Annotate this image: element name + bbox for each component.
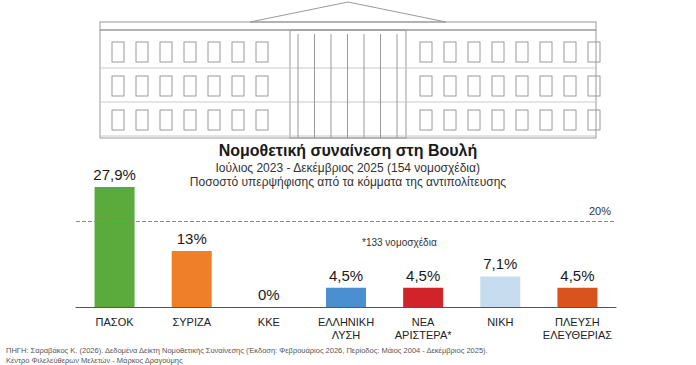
svg-text:4,5%: 4,5%: [560, 267, 594, 284]
svg-text:27,9%: 27,9%: [93, 166, 136, 183]
svg-text:ΛΥΣΗ: ΛΥΣΗ: [332, 329, 361, 341]
svg-text:4,5%: 4,5%: [406, 267, 440, 284]
svg-text:13%: 13%: [177, 230, 207, 247]
svg-text:Ιούλιος 2023 - Δεκέμβριος 2025: Ιούλιος 2023 - Δεκέμβριος 2025 (154 νομο…: [215, 161, 480, 175]
svg-text:ΚΚΕ: ΚΚΕ: [258, 316, 280, 328]
svg-text:ΕΛΕΥΘΕΡΙΑΣ: ΕΛΕΥΘΕΡΙΑΣ: [543, 329, 612, 341]
svg-text:ΑΡΙΣΤΕΡΑ*: ΑΡΙΣΤΕΡΑ*: [395, 329, 452, 341]
svg-text:Νομοθετική συναίνεση στη Βουλή: Νομοθετική συναίνεση στη Βουλή: [219, 142, 478, 159]
svg-text:ΕΛΛΗΝΙΚΗ: ΕΛΛΗΝΙΚΗ: [318, 316, 374, 328]
svg-text:ΝΕΑ: ΝΕΑ: [412, 316, 435, 328]
svg-text:ΠΛΕΥΣΗ: ΠΛΕΥΣΗ: [555, 316, 600, 328]
svg-text:4,5%: 4,5%: [329, 267, 363, 284]
svg-text:ΠΗΓΗ: Σαραβάκος Κ. (2026). Δεδ: ΠΗΓΗ: Σαραβάκος Κ. (2026). Δεδομένα Δείκ…: [6, 346, 488, 355]
svg-text:ΝΙΚΗ: ΝΙΚΗ: [487, 316, 513, 328]
svg-text:Κέντρο Φιλελεύθερων Μελετών -: Κέντρο Φιλελεύθερων Μελετών - Μάρκος Δρα…: [6, 356, 183, 365]
svg-text:20%: 20%: [589, 205, 611, 217]
svg-text:ΠΑΣΟΚ: ΠΑΣΟΚ: [96, 316, 135, 328]
svg-text:0%: 0%: [258, 286, 280, 303]
svg-text:*133 νομοσχέδια: *133 νομοσχέδια: [362, 237, 437, 248]
svg-text:7,1%: 7,1%: [483, 255, 517, 272]
svg-text:ΣΥΡΙΖΑ: ΣΥΡΙΖΑ: [172, 316, 211, 328]
svg-text:Ποσοστό υπερψήφισης από τα κόμ: Ποσοστό υπερψήφισης από τα κόμματα της α…: [190, 175, 506, 189]
